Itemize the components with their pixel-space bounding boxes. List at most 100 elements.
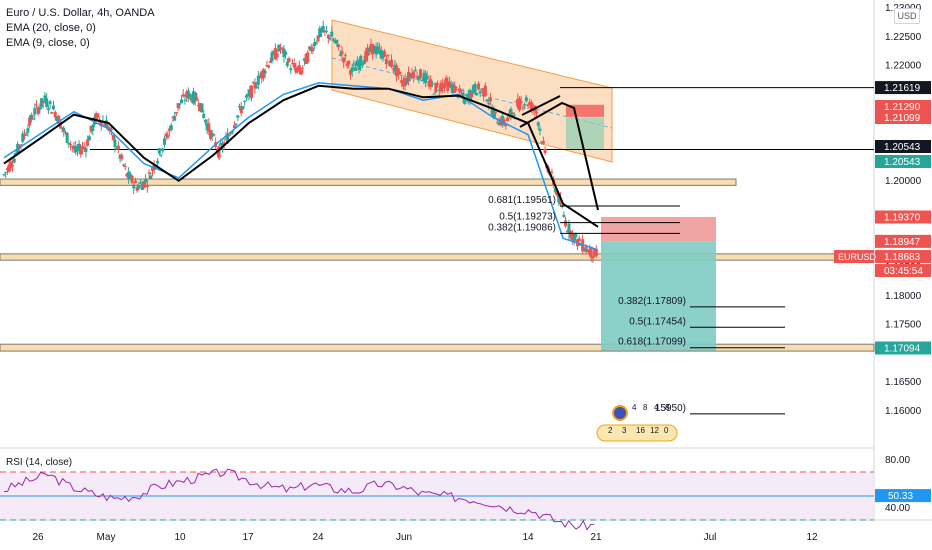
candle-body	[354, 67, 358, 71]
candle-body	[587, 249, 591, 255]
target-box	[601, 241, 716, 351]
candle-body	[137, 185, 141, 189]
candle-body	[319, 28, 323, 32]
candle-body	[415, 76, 419, 78]
price-label: 1.18947	[884, 237, 921, 248]
rsi-value-bg	[875, 489, 931, 503]
candle-body	[424, 73, 428, 83]
candle-body	[328, 37, 332, 40]
candle-body	[297, 65, 301, 72]
candle-body	[181, 94, 185, 97]
candle-body	[7, 164, 11, 172]
candle-body	[169, 125, 173, 131]
fib-label-upper: 0.5(1.19273)	[499, 212, 556, 223]
candle-body	[219, 142, 223, 145]
fib-label-lower: 0.5(1.17454)	[629, 316, 686, 327]
candle-body	[285, 61, 289, 66]
candle-body	[316, 35, 320, 42]
candle-body	[248, 89, 252, 96]
candle-body	[296, 66, 300, 70]
candle-body	[538, 128, 542, 131]
candle-body	[38, 107, 42, 110]
candle-body	[246, 94, 250, 97]
candle-body	[277, 44, 281, 52]
candle-body	[171, 116, 175, 118]
candle-body	[127, 171, 131, 179]
candle-body	[168, 128, 172, 131]
candle-body	[244, 95, 248, 98]
candle-body	[217, 146, 221, 159]
candle-body	[381, 53, 385, 59]
candle-body	[241, 106, 245, 110]
candle-body	[412, 71, 416, 78]
candle-body	[186, 90, 190, 99]
price-tick-label: 1.16000	[885, 406, 922, 417]
candle-body	[125, 173, 129, 177]
candle-body	[342, 57, 346, 63]
candle-body	[260, 71, 264, 79]
candle-body	[349, 70, 352, 75]
candle-body	[110, 129, 114, 131]
candle-body	[128, 174, 132, 180]
candle-body	[55, 117, 59, 122]
candle-body	[366, 48, 370, 56]
candle-body	[87, 136, 91, 141]
candle-body	[21, 133, 25, 142]
candle-body	[157, 148, 161, 154]
price-label: 1.18683	[884, 252, 921, 263]
candle-body	[570, 232, 574, 240]
candle-body	[22, 133, 26, 136]
time-tick-label: 10	[174, 532, 186, 543]
candle-body	[536, 122, 540, 126]
candle-body	[475, 93, 479, 96]
candle-body	[436, 83, 440, 85]
currency-button[interactable]: USD	[894, 8, 920, 24]
price-label-bg	[875, 140, 931, 154]
candle-body	[456, 96, 460, 98]
candle-body	[302, 58, 306, 61]
candle-body	[149, 175, 153, 180]
candle-body	[471, 85, 475, 93]
candle-body	[528, 101, 532, 104]
candle-body	[318, 28, 322, 37]
candle-body	[191, 91, 195, 104]
time-tick-label: 26	[32, 532, 44, 543]
candle-body	[79, 149, 83, 155]
candle-body	[569, 231, 573, 238]
candle-body	[352, 64, 356, 66]
time-tick-label: 12	[806, 532, 818, 543]
price-label: 1.21619	[884, 83, 921, 94]
candle-body	[209, 130, 213, 139]
candle-body	[159, 154, 163, 156]
candle-body	[255, 86, 259, 89]
fib-label-lower: 0.618(1.17099)	[618, 337, 686, 348]
candle-body	[309, 46, 313, 52]
event-count: 16	[636, 426, 645, 435]
candle-body	[516, 98, 520, 108]
candle-body	[465, 94, 469, 96]
candle-body	[60, 127, 64, 129]
event-icon	[612, 405, 628, 421]
candle-body	[188, 93, 192, 98]
target-box-upper	[566, 117, 604, 150]
candle-body	[103, 123, 107, 126]
candle-body	[388, 60, 392, 67]
candle-body	[594, 249, 598, 256]
event-count: 12	[650, 426, 659, 435]
candle-body	[265, 64, 269, 66]
candle-body	[238, 105, 242, 108]
candle-body	[50, 112, 54, 114]
candle-body	[94, 113, 98, 122]
target-zone	[0, 343, 875, 352]
candle-body	[67, 142, 71, 145]
candle-body	[284, 51, 288, 55]
candle-body	[74, 146, 78, 153]
extra-level-label: 15950)	[655, 403, 686, 414]
candle-body	[345, 63, 349, 67]
candle-body	[376, 46, 380, 54]
candle-body	[227, 135, 231, 137]
candle-body	[408, 74, 412, 77]
projection-line	[519, 101, 599, 211]
rsi-value: 50.33	[888, 491, 913, 502]
